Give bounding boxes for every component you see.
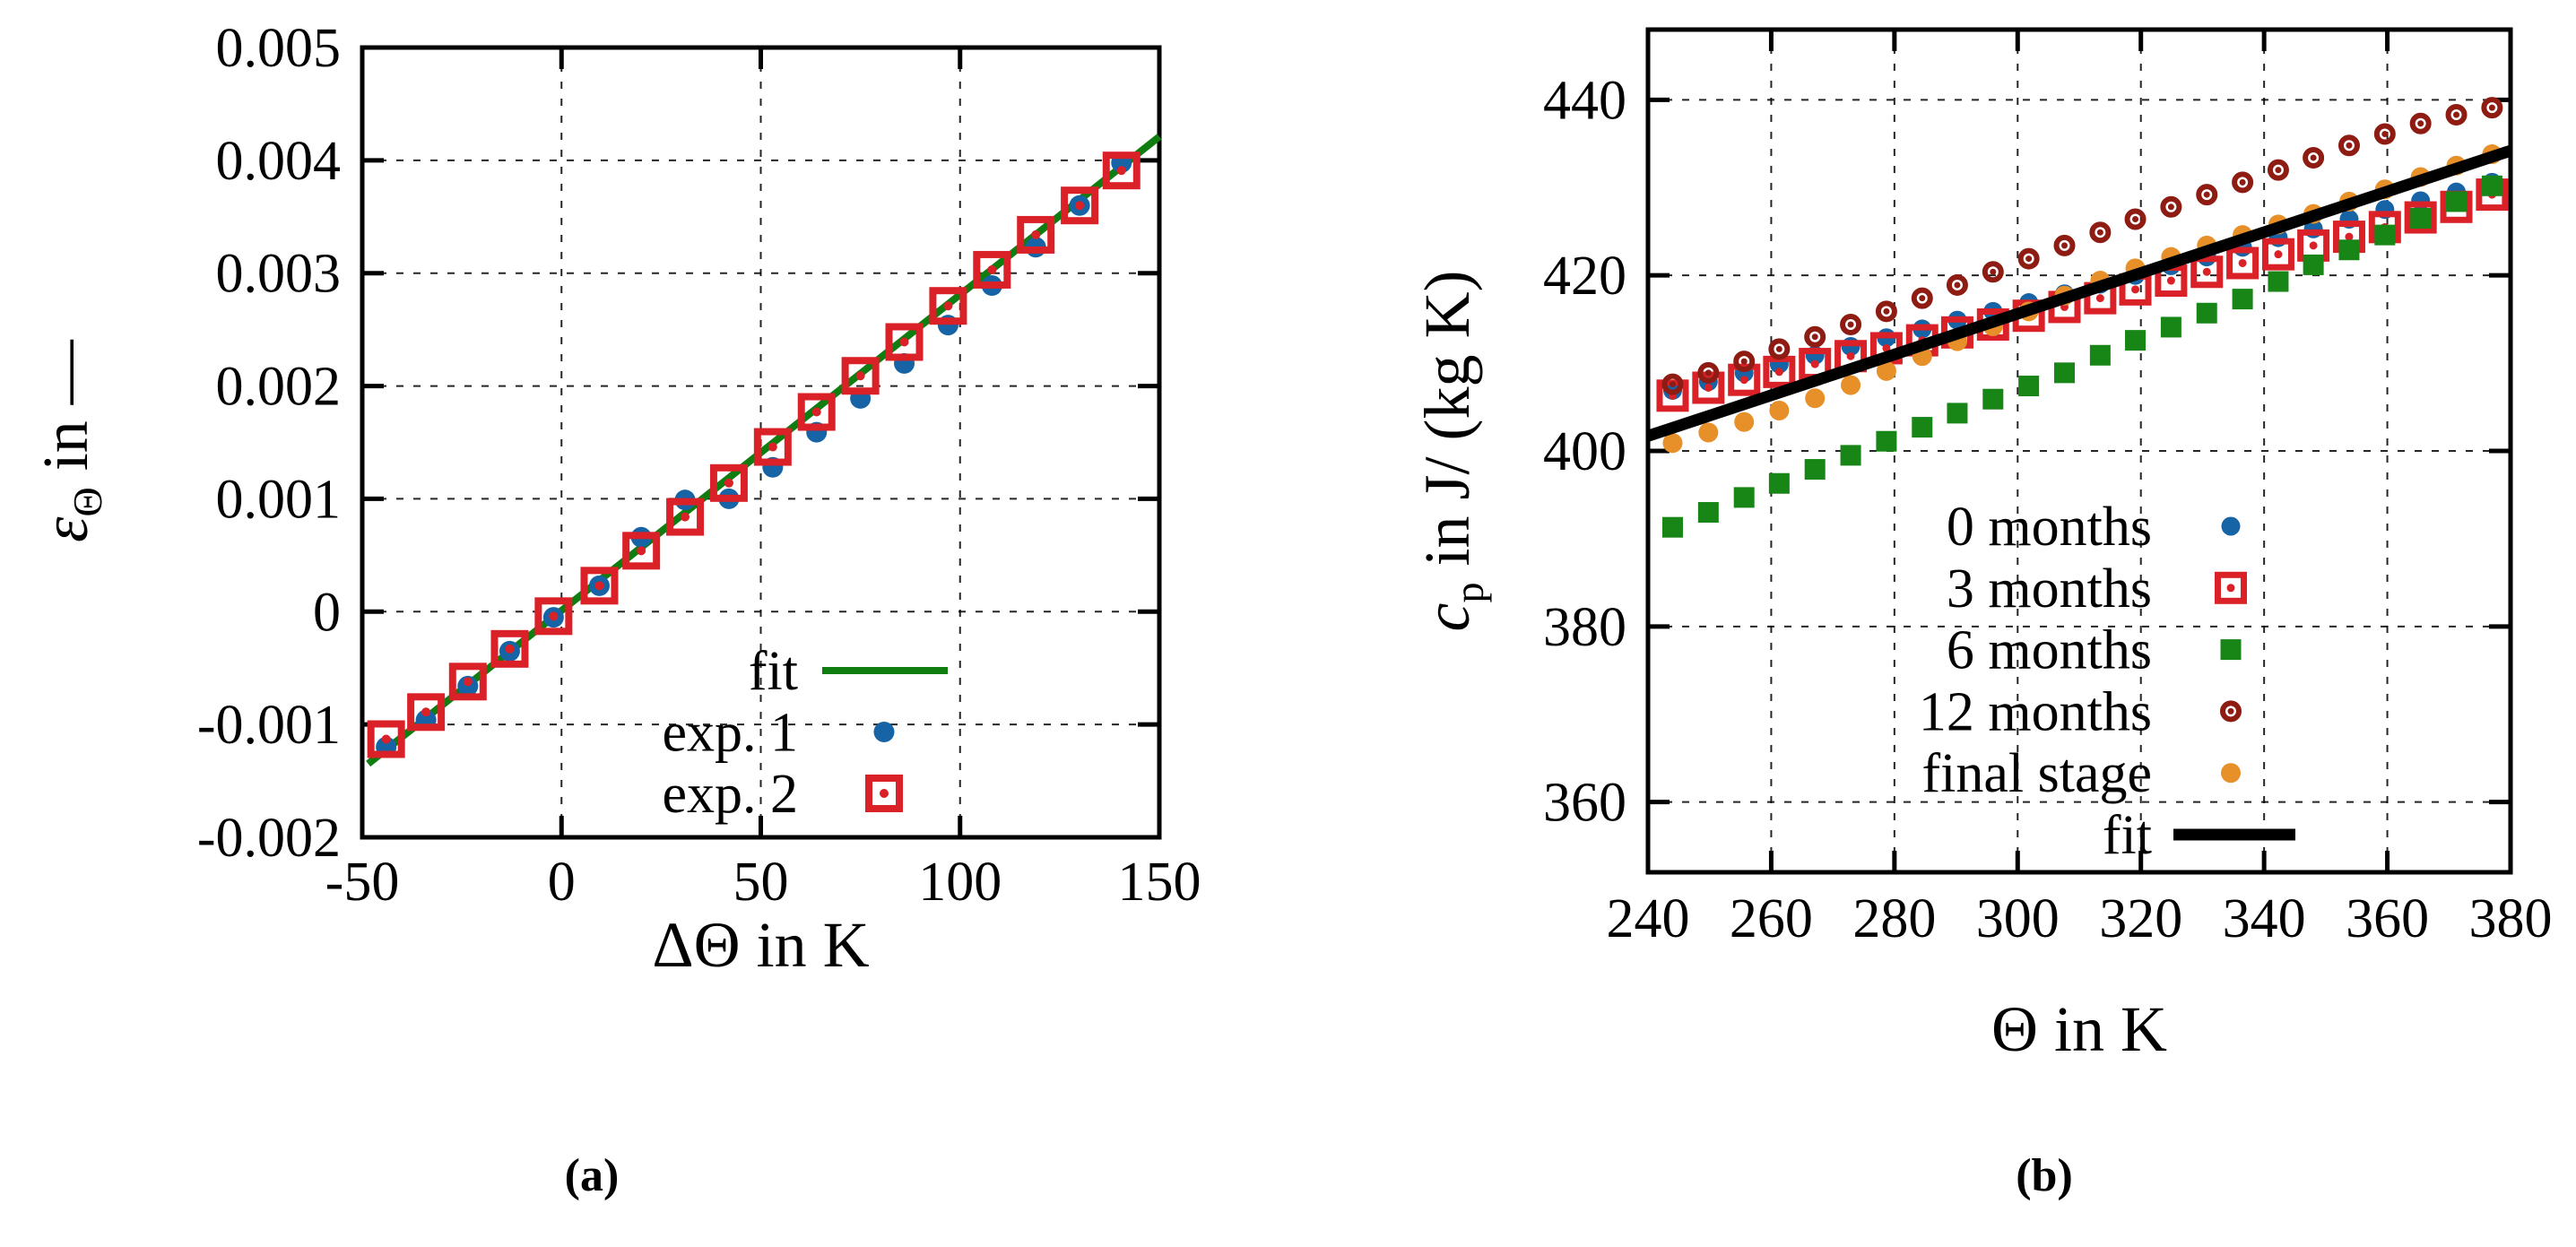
svg-text:0.001: 0.001 [216, 469, 342, 530]
plot-b-legend-label: 12 months [1919, 681, 2152, 742]
svg-text:320: 320 [2099, 888, 2182, 949]
plot-a-tick-labels: -50 0 50 100 150 -0.002 -0.001 0 0.001 0.002 0.003… [197, 18, 1201, 913]
plot-b-series-6-months [1661, 175, 2502, 538]
plot-a-legend-label: fit [749, 641, 798, 702]
svg-text:380: 380 [2469, 888, 2553, 949]
svg-text:360: 360 [2346, 888, 2429, 949]
svg-text:-0.002: -0.002 [197, 808, 341, 869]
plot-a-ylabel: εΘ in — [30, 339, 110, 542]
plot-a-legend-label: exp. 2 [662, 764, 798, 825]
svg-text:0: 0 [548, 852, 576, 913]
plot-b-grid [1648, 30, 2511, 872]
svg-text:300: 300 [1976, 888, 2060, 949]
plot-b-series-12-months [1661, 97, 2503, 395]
plot-b-legend-label: final stage [1921, 743, 2152, 804]
svg-text:0.004: 0.004 [216, 131, 342, 192]
svg-text:50: 50 [733, 852, 789, 913]
svg-text:380: 380 [1543, 597, 1626, 658]
svg-text:0.005: 0.005 [216, 18, 342, 79]
plot-a: -50 0 50 100 150 -0.002 -0.001 0 0.001 0.002 0.003… [30, 18, 1201, 981]
plot-a-series-exp-2 [367, 152, 1141, 758]
svg-text:420: 420 [1543, 246, 1626, 307]
plot-a-ticks [360, 45, 1162, 840]
subcaption-a: (a) [564, 1150, 620, 1201]
plot-b-ticks [1645, 30, 2513, 872]
svg-text:240: 240 [1607, 888, 1690, 949]
plot-b-legend-label: 6 months [1947, 620, 2152, 681]
svg-text:0: 0 [313, 582, 341, 643]
svg-text:-0.001: -0.001 [197, 695, 341, 756]
subcaption-b: (b) [2016, 1150, 2073, 1201]
svg-text:-50: -50 [325, 852, 400, 913]
svg-text:0.003: 0.003 [216, 244, 342, 305]
plot-b-legend-label: fit [2103, 805, 2152, 866]
svg-text:150: 150 [1118, 852, 1201, 913]
plot-b: 240 260 280 300 320 340 360 380 360 380 400 420 440 Θ… [1411, 27, 2553, 1065]
plot-a-xlabel: ΔΘ in K [652, 909, 869, 981]
plot-b-legend-label: 0 months [1947, 497, 2152, 558]
svg-text:0.002: 0.002 [216, 357, 342, 418]
plot-b-ylabel: cp in J/ (kg K) [1411, 271, 1492, 632]
plot-b-tick-labels: 240 260 280 300 320 340 360 380 360 380 400 420 440 [1543, 70, 2553, 949]
svg-text:100: 100 [918, 852, 1002, 913]
svg-text:260: 260 [1730, 888, 1813, 949]
plot-a-legend-label: exp. 1 [662, 703, 798, 764]
plot-b-legend-label: 3 months [1947, 559, 2152, 619]
svg-text:400: 400 [1543, 421, 1626, 482]
svg-text:440: 440 [1543, 70, 1626, 131]
svg-text:360: 360 [1543, 773, 1626, 834]
svg-text:280: 280 [1852, 888, 1936, 949]
svg-text:340: 340 [2223, 888, 2306, 949]
plot-b-xlabel: Θ in K [1991, 993, 2167, 1065]
plot-b-series-fit [1645, 144, 2513, 442]
